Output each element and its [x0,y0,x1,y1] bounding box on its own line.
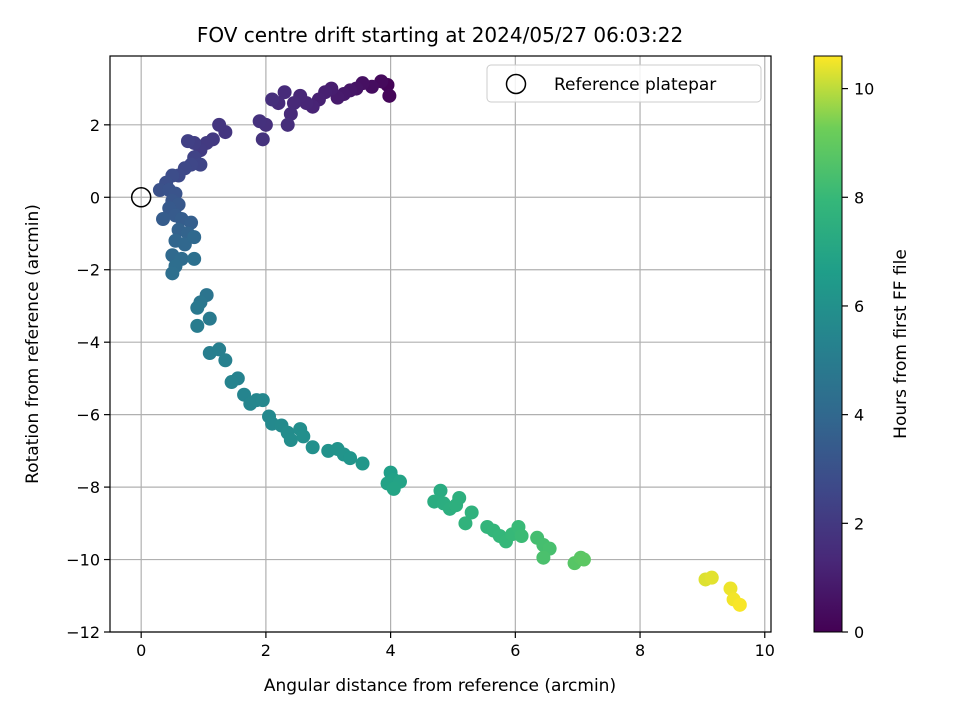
x-axis: 0 2 4 6 8 10 [136,632,775,660]
legend-marker-icon [505,73,527,95]
data-point [187,230,202,245]
data-point [386,481,401,496]
data-point [433,483,448,498]
plot-frame [109,55,772,633]
chart-title: FOV centre drift starting at 2024/05/27 … [197,23,683,47]
data-point [464,505,479,520]
data-point [732,597,747,612]
x-tick-label: 10 [755,641,775,660]
legend-entry-reference-platepar: Reference platepar [554,75,716,95]
data-point [277,85,292,100]
colorbar-tick-label: 2 [854,514,864,533]
data-point [265,92,280,107]
data-point [458,516,473,531]
data-point [184,215,199,230]
colorbar-label: Hours from first FF file [891,249,911,439]
data-point [355,456,370,471]
y-tick-label: −8 [76,478,100,497]
data-point [723,581,738,596]
reference-platepar-marker [130,187,152,208]
grid [110,56,771,633]
data-point [180,134,195,149]
data-point [187,251,202,266]
data-point [190,318,205,333]
data-point [202,311,217,326]
data-point [255,132,270,147]
data-point [514,529,529,543]
x-tick-label: 4 [386,641,396,660]
y-tick-label: −2 [76,261,100,280]
data-point [212,117,227,132]
data-point [576,552,591,567]
y-tick-label: −10 [66,551,100,570]
colorbar-tick-label: 0 [854,623,864,642]
x-tick-label: 2 [261,641,271,660]
colorbar-tick-label: 6 [854,297,864,316]
scatter-points [152,74,747,612]
y-tick-label: 0 [90,188,100,207]
data-point [343,451,358,466]
legend-box [486,64,762,103]
x-tick-label: 6 [510,641,520,660]
y-tick-label: −4 [76,333,100,352]
data-point [296,429,311,444]
data-point [704,570,719,585]
data-point [305,440,320,455]
colorbar [813,55,843,633]
y-tick-label: −12 [66,623,100,642]
data-point [283,106,298,121]
y-axis: −12 −10 −8 −6 −4 −2 0 2 [66,116,110,642]
data-point [218,353,233,368]
data-point [252,114,267,129]
colorbar-tick-label: 10 [854,80,874,99]
data-point [190,300,205,315]
colorbar-tick-label: 4 [854,406,864,425]
colorbar-axis: 0 2 4 6 8 10 [842,80,874,642]
data-point [224,375,239,390]
data-point [280,117,295,132]
x-tick-label: 0 [136,641,146,660]
data-point [165,266,180,281]
x-axis-label: Angular distance from reference (arcmin) [264,676,616,696]
legend: Reference platepar [486,64,762,103]
data-point [536,550,551,565]
y-tick-label: −6 [76,406,100,425]
y-axis-label: Rotation from reference (arcmin) [23,204,43,484]
data-point [452,490,467,505]
data-point [156,212,171,227]
data-point [286,96,301,111]
x-tick-label: 8 [635,641,645,660]
colorbar-tick-label: 8 [854,188,864,207]
data-point [212,342,227,357]
y-tick-label: 2 [90,116,100,135]
data-point [283,433,298,447]
data-point [382,88,397,103]
data-point [255,393,270,408]
